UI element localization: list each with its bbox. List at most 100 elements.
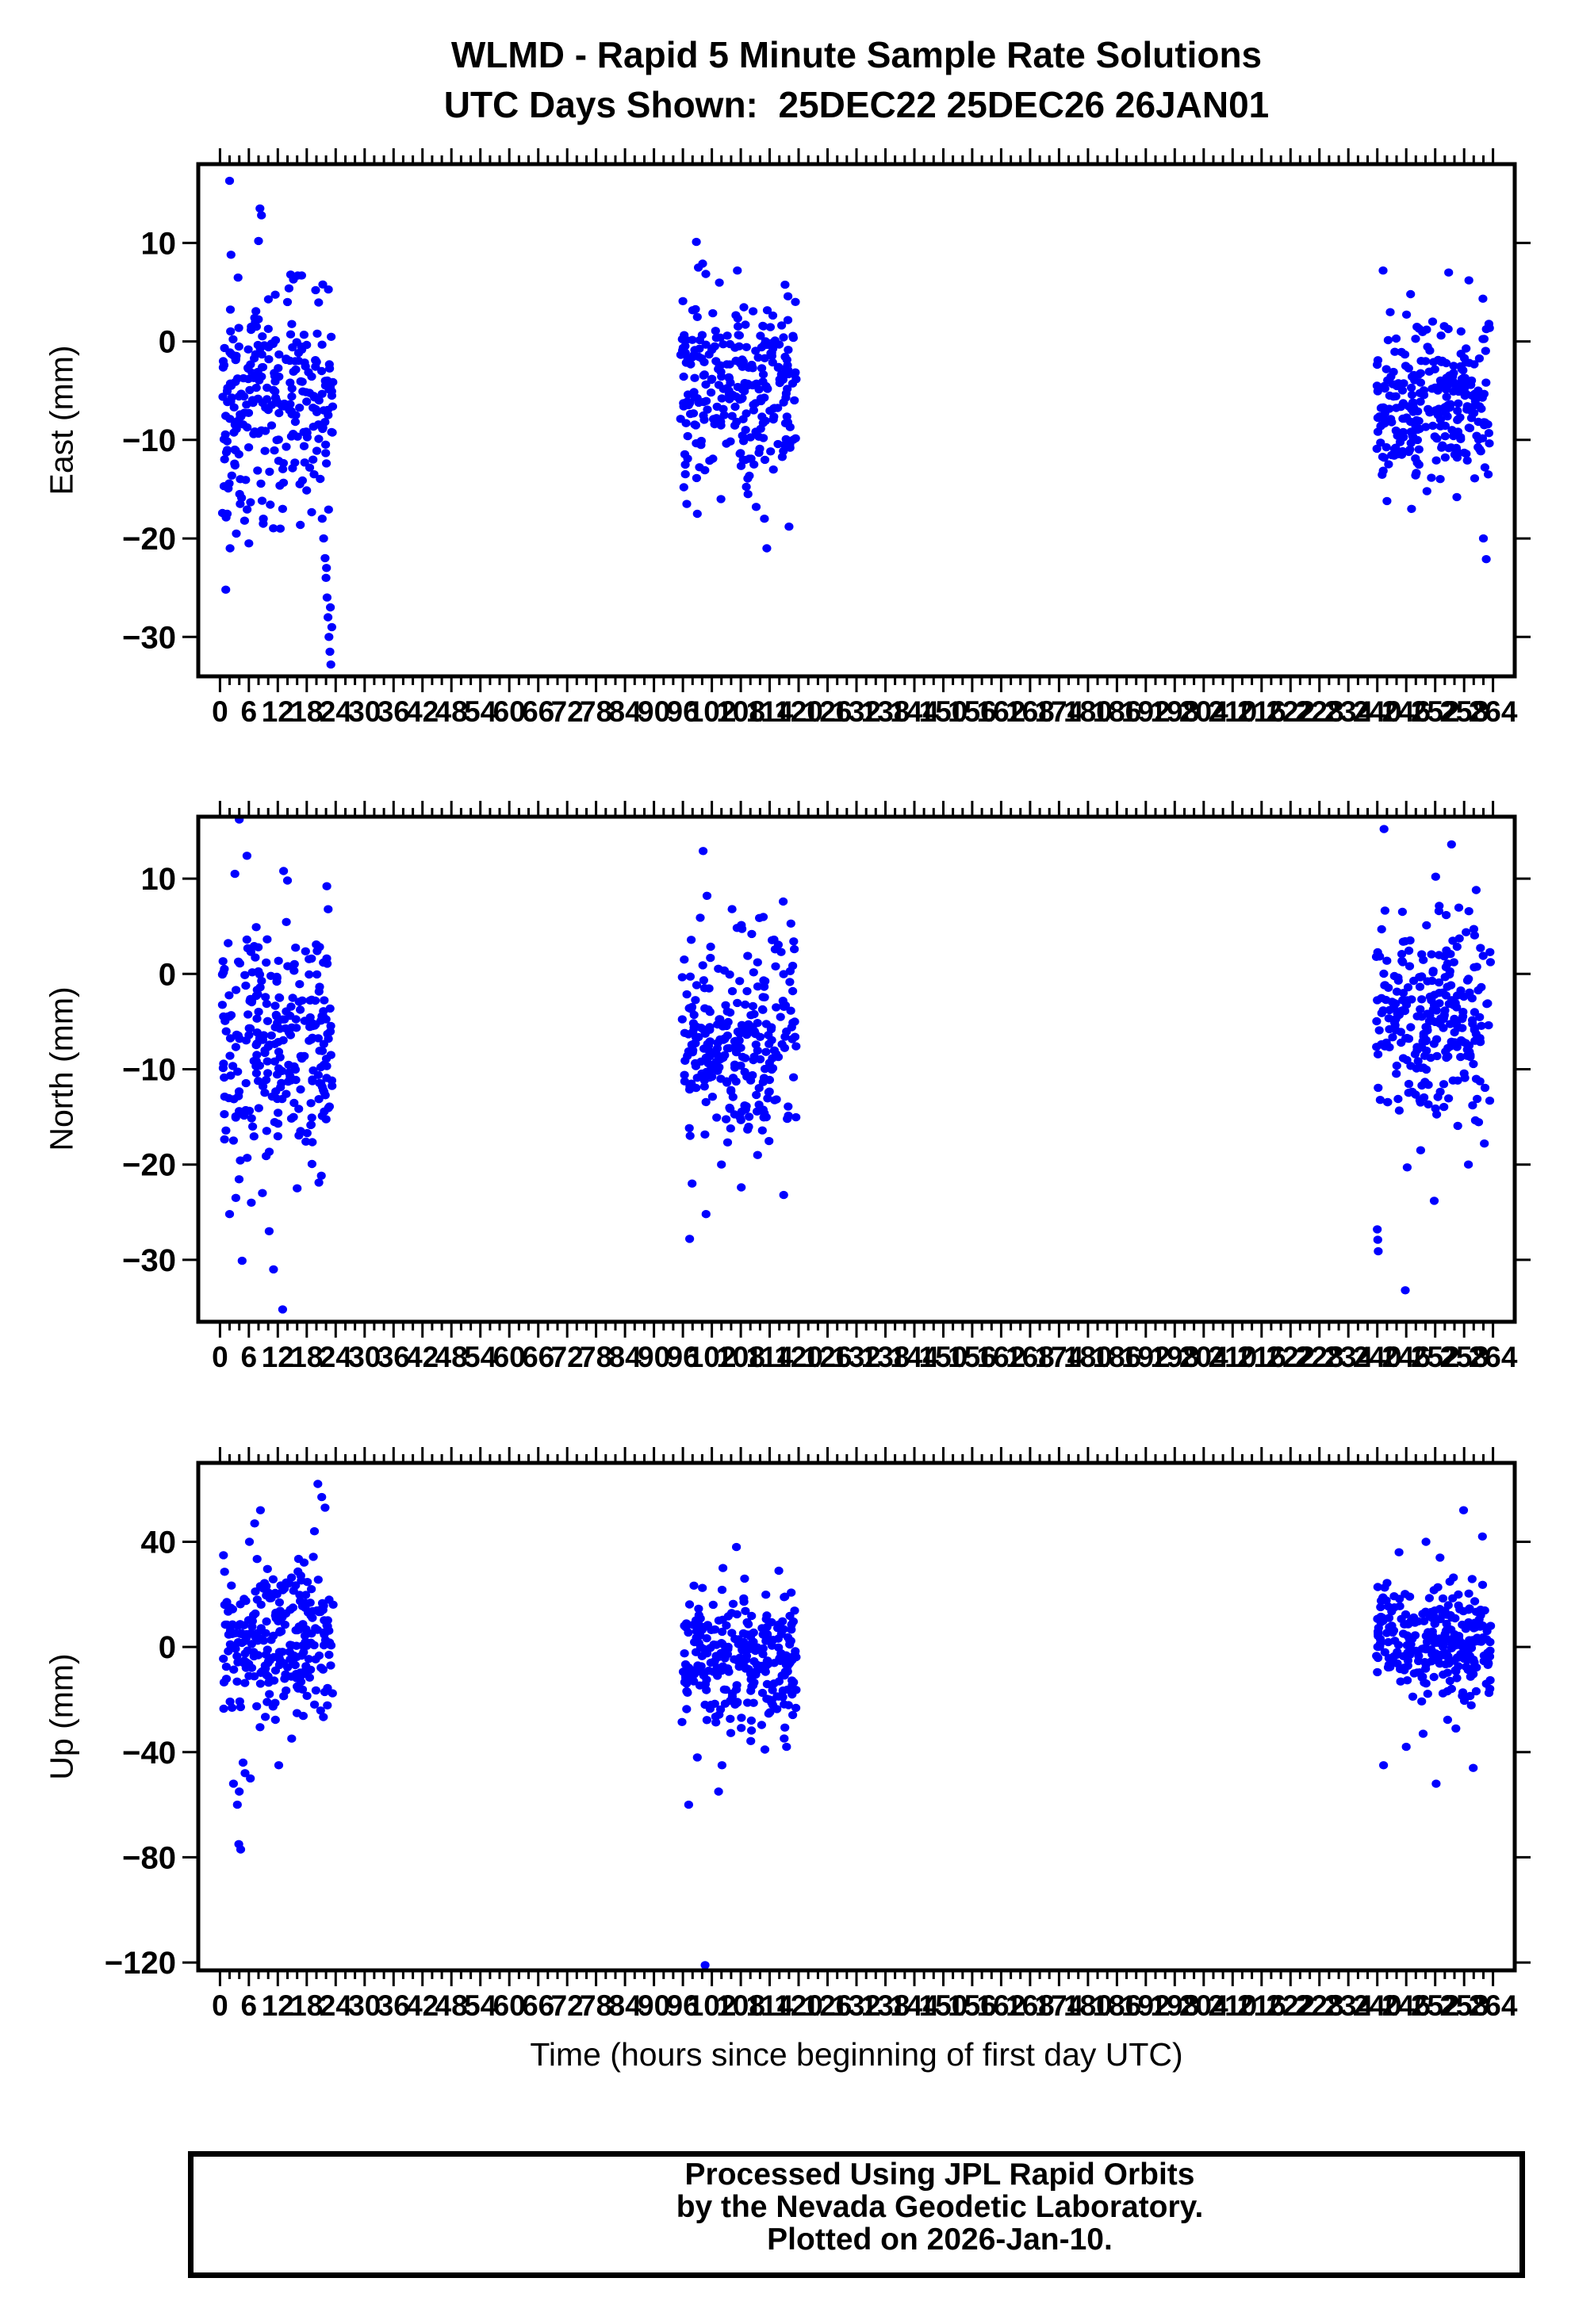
svg-text:42: 42 bbox=[406, 1989, 439, 2022]
svg-text:60: 60 bbox=[493, 695, 526, 728]
svg-text:0: 0 bbox=[212, 1989, 228, 2022]
svg-text:138: 138 bbox=[861, 1341, 910, 1373]
svg-text:114: 114 bbox=[746, 695, 794, 728]
svg-text:96: 96 bbox=[667, 695, 699, 728]
svg-text:258: 258 bbox=[1439, 695, 1489, 728]
svg-text:90: 90 bbox=[638, 1989, 670, 2022]
svg-text:0: 0 bbox=[159, 957, 176, 992]
svg-text:234: 234 bbox=[1324, 1989, 1373, 2022]
svg-text:0: 0 bbox=[159, 1630, 176, 1665]
svg-text:234: 234 bbox=[1324, 695, 1373, 728]
svg-text:72: 72 bbox=[551, 1989, 584, 2022]
svg-text:36: 36 bbox=[377, 1341, 410, 1373]
svg-text:144: 144 bbox=[890, 1341, 939, 1373]
svg-text:204: 204 bbox=[1179, 1341, 1228, 1373]
svg-text:−120: −120 bbox=[105, 1946, 176, 1981]
svg-text:10: 10 bbox=[141, 226, 177, 261]
svg-text:78: 78 bbox=[580, 695, 612, 728]
svg-text:30: 30 bbox=[348, 1989, 381, 2022]
svg-text:36: 36 bbox=[377, 1989, 410, 2022]
y-tick-labels-east: 10 0 −10 −20 −30 bbox=[122, 226, 176, 655]
svg-text:42: 42 bbox=[406, 1341, 439, 1373]
svg-text:12: 12 bbox=[262, 695, 294, 728]
svg-text:162: 162 bbox=[977, 695, 1026, 728]
svg-text:174: 174 bbox=[1035, 695, 1084, 728]
svg-text:30: 30 bbox=[348, 1341, 381, 1373]
svg-text:12: 12 bbox=[262, 1341, 294, 1373]
svg-text:144: 144 bbox=[890, 1989, 939, 2022]
svg-text:54: 54 bbox=[464, 1989, 497, 2022]
svg-text:84: 84 bbox=[609, 1989, 642, 2022]
svg-text:18: 18 bbox=[290, 695, 323, 728]
footer-line-3: Plotted on 2026-Jan-10. bbox=[767, 2223, 1113, 2257]
svg-text:246: 246 bbox=[1381, 695, 1431, 728]
svg-text:132: 132 bbox=[832, 1341, 881, 1373]
svg-text:10: 10 bbox=[141, 862, 177, 897]
svg-text:246: 246 bbox=[1381, 1341, 1431, 1373]
svg-text:108: 108 bbox=[716, 1989, 765, 2022]
svg-text:162: 162 bbox=[977, 1341, 1026, 1373]
svg-text:156: 156 bbox=[948, 1341, 997, 1373]
svg-text:150: 150 bbox=[919, 1341, 968, 1373]
svg-text:−10: −10 bbox=[122, 1053, 176, 1088]
footer-line-2: by the Nevada Geodetic Laboratory. bbox=[676, 2190, 1204, 2224]
svg-text:198: 198 bbox=[1150, 695, 1199, 728]
scatter-points-north bbox=[217, 815, 1495, 1314]
svg-text:60: 60 bbox=[493, 1989, 526, 2022]
svg-text:90: 90 bbox=[638, 695, 670, 728]
svg-text:66: 66 bbox=[522, 695, 554, 728]
svg-text:120: 120 bbox=[774, 1989, 823, 2022]
svg-text:252: 252 bbox=[1411, 1989, 1460, 2022]
svg-text:24: 24 bbox=[320, 695, 353, 728]
panel-frame-east bbox=[196, 162, 1517, 679]
svg-text:36: 36 bbox=[377, 695, 410, 728]
svg-text:120: 120 bbox=[774, 695, 823, 728]
svg-text:168: 168 bbox=[1006, 1989, 1055, 2022]
svg-text:264: 264 bbox=[1469, 1341, 1518, 1373]
svg-text:132: 132 bbox=[832, 695, 881, 728]
svg-text:204: 204 bbox=[1179, 1989, 1228, 2022]
x-tick-labels-north: 0 6 12182430364248546066727884909610210811… bbox=[212, 1341, 1518, 1373]
svg-text:264: 264 bbox=[1469, 1989, 1518, 2022]
svg-text:18: 18 bbox=[290, 1341, 323, 1373]
footer-line-1: Processed Using JPL Rapid Orbits bbox=[684, 2157, 1195, 2192]
chart-subtitle: UTC Days Shown: 25DEC22 25DEC26 26JAN01 bbox=[443, 84, 1270, 125]
svg-text:−20: −20 bbox=[122, 522, 176, 557]
svg-text:24: 24 bbox=[320, 1341, 353, 1373]
svg-text:210: 210 bbox=[1208, 695, 1257, 728]
x-axis-title: Time (hours since beginning of first day… bbox=[530, 2036, 1183, 2073]
svg-text:228: 228 bbox=[1295, 1989, 1344, 2022]
svg-text:−80: −80 bbox=[122, 1840, 176, 1875]
svg-text:40: 40 bbox=[141, 1526, 177, 1560]
svg-text:198: 198 bbox=[1150, 1341, 1199, 1373]
svg-text:216: 216 bbox=[1237, 1341, 1286, 1373]
x-tick-labels-up: 0 6 12182430364248546066727884909610210811… bbox=[212, 1989, 1518, 2022]
svg-text:84: 84 bbox=[609, 695, 642, 728]
svg-text:0: 0 bbox=[212, 695, 228, 728]
svg-text:114: 114 bbox=[746, 1989, 794, 2022]
svg-text:204: 204 bbox=[1179, 695, 1228, 728]
svg-text:24: 24 bbox=[320, 1989, 353, 2022]
scatter-points-east bbox=[217, 176, 1494, 669]
svg-text:6: 6 bbox=[241, 695, 258, 728]
svg-text:162: 162 bbox=[977, 1989, 1026, 2022]
svg-text:126: 126 bbox=[803, 1989, 853, 2022]
svg-text:−30: −30 bbox=[122, 620, 176, 655]
x-tick-labels-east: 0 6 12182430364248546066727884909610210811… bbox=[212, 695, 1518, 728]
svg-text:108: 108 bbox=[716, 695, 765, 728]
svg-text:126: 126 bbox=[803, 695, 853, 728]
svg-text:180: 180 bbox=[1063, 1989, 1113, 2022]
svg-text:252: 252 bbox=[1411, 695, 1460, 728]
svg-text:12: 12 bbox=[262, 1989, 294, 2022]
svg-text:192: 192 bbox=[1121, 1341, 1171, 1373]
svg-text:6: 6 bbox=[241, 1341, 258, 1373]
scatter-points-up bbox=[219, 1480, 1496, 1970]
svg-text:48: 48 bbox=[435, 1989, 468, 2022]
svg-text:246: 246 bbox=[1381, 1989, 1431, 2022]
svg-text:234: 234 bbox=[1324, 1341, 1373, 1373]
svg-text:186: 186 bbox=[1093, 1989, 1142, 2022]
svg-text:138: 138 bbox=[861, 695, 910, 728]
svg-text:6: 6 bbox=[241, 1989, 258, 2022]
svg-text:240: 240 bbox=[1353, 1341, 1402, 1373]
y-tick-labels-up: 40 0 −40 −80 −120 bbox=[105, 1526, 176, 1981]
